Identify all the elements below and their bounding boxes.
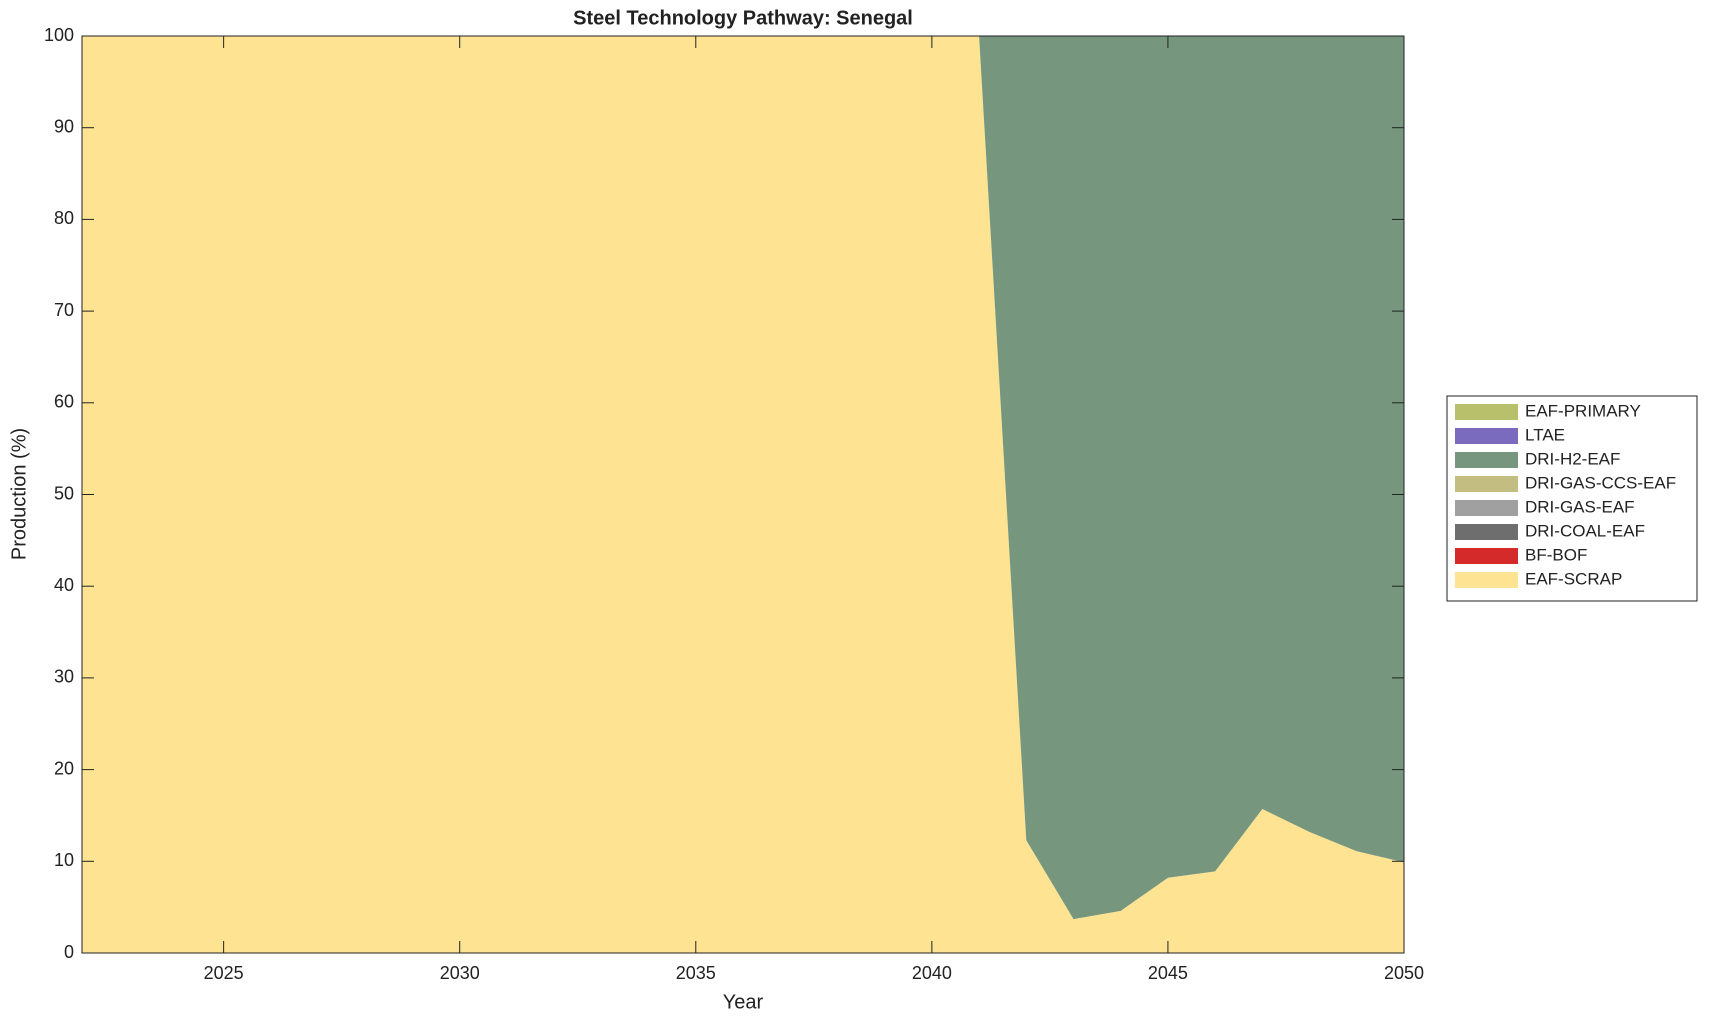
y-tick-label: 80: [54, 208, 74, 228]
legend-swatch: [1455, 404, 1518, 420]
y-tick-label: 50: [54, 483, 74, 503]
x-tick-label: 2030: [440, 963, 480, 983]
legend-swatch: [1455, 476, 1518, 492]
x-tick-label: 2035: [676, 963, 716, 983]
x-axis-label: Year: [723, 991, 764, 1013]
x-tick-label: 2045: [1148, 963, 1188, 983]
legend-label: EAF-SCRAP: [1525, 569, 1622, 588]
y-tick-label: 100: [44, 25, 74, 45]
y-tick-label: 90: [54, 116, 74, 136]
y-tick-label: 10: [54, 850, 74, 870]
x-tick-label: 2050: [1384, 963, 1424, 983]
x-tick-label: 2040: [912, 963, 952, 983]
y-tick-label: 40: [54, 575, 74, 595]
legend-label: DRI-GAS-CCS-EAF: [1525, 473, 1676, 492]
y-tick-label: 60: [54, 392, 74, 412]
legend-swatch: [1455, 452, 1518, 468]
legend-swatch: [1455, 500, 1518, 516]
legend-label: DRI-H2-EAF: [1525, 449, 1620, 468]
legend-label: DRI-COAL-EAF: [1525, 521, 1645, 540]
legend-label: DRI-GAS-EAF: [1525, 497, 1635, 516]
y-tick-label: 30: [54, 667, 74, 687]
legend-label: EAF-PRIMARY: [1525, 401, 1641, 420]
legend-swatch: [1455, 428, 1518, 444]
y-tick-label: 70: [54, 300, 74, 320]
chart-title: Steel Technology Pathway: Senegal: [573, 7, 913, 29]
y-tick-label: 0: [64, 942, 74, 962]
legend-swatch: [1455, 524, 1518, 540]
legend-swatch: [1455, 548, 1518, 564]
y-axis-label: Production (%): [8, 428, 30, 560]
y-tick-label: 20: [54, 758, 74, 778]
legend-label: LTAE: [1525, 425, 1565, 444]
area: [82, 36, 1404, 953]
legend-label: BF-BOF: [1525, 545, 1587, 564]
area: [82, 36, 1404, 920]
legend-swatch: [1455, 572, 1518, 588]
x-tick-label: 2025: [204, 963, 244, 983]
